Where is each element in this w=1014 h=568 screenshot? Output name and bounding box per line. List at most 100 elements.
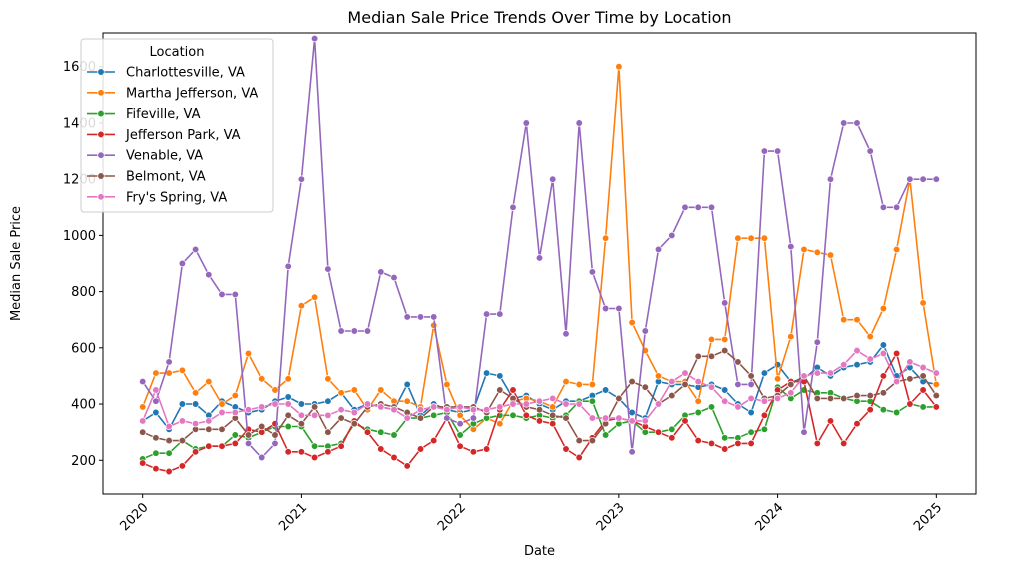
data-point bbox=[297, 400, 306, 408]
legend-marker bbox=[97, 172, 105, 180]
data-point bbox=[363, 400, 372, 408]
data-point bbox=[813, 369, 821, 377]
data-point bbox=[496, 420, 504, 428]
data-point bbox=[919, 175, 927, 183]
data-point bbox=[707, 203, 716, 211]
data-point bbox=[350, 408, 358, 417]
data-point bbox=[707, 383, 716, 391]
data-point bbox=[906, 375, 914, 383]
data-point bbox=[721, 434, 729, 442]
data-point bbox=[231, 439, 239, 448]
data-point bbox=[787, 389, 795, 397]
data-point bbox=[218, 290, 226, 299]
data-point bbox=[284, 422, 292, 431]
y-axis-title: Median Sale Price bbox=[9, 206, 24, 321]
data-point bbox=[310, 293, 319, 301]
data-point bbox=[178, 259, 187, 268]
data-point bbox=[324, 411, 332, 419]
data-point bbox=[403, 397, 411, 405]
data-point bbox=[165, 422, 173, 431]
data-point bbox=[443, 380, 451, 389]
data-point bbox=[403, 414, 411, 422]
data-point bbox=[866, 355, 874, 363]
data-point bbox=[562, 377, 570, 386]
data-point bbox=[244, 406, 253, 414]
data-point bbox=[218, 425, 226, 433]
data-point bbox=[601, 234, 610, 242]
data-point bbox=[932, 380, 940, 389]
data-point bbox=[178, 417, 187, 425]
data-point bbox=[694, 352, 702, 360]
y-tick-label: 800 bbox=[71, 285, 96, 300]
data-point bbox=[535, 417, 544, 425]
data-point bbox=[139, 403, 147, 411]
data-point bbox=[747, 428, 755, 436]
data-point bbox=[390, 406, 398, 414]
data-point bbox=[681, 417, 689, 425]
data-point bbox=[443, 414, 451, 422]
data-point bbox=[403, 462, 411, 470]
data-point bbox=[430, 313, 438, 321]
data-point bbox=[337, 327, 345, 335]
y-tick-label: 200 bbox=[71, 454, 96, 469]
data-point bbox=[879, 389, 888, 397]
data-point bbox=[482, 445, 491, 453]
data-point bbox=[337, 389, 345, 397]
legend-marker bbox=[97, 193, 105, 201]
data-point bbox=[707, 352, 716, 360]
data-point bbox=[760, 369, 769, 377]
data-point bbox=[469, 448, 478, 456]
data-point bbox=[205, 425, 213, 433]
y-tick-label: 400 bbox=[71, 398, 96, 413]
data-point bbox=[654, 428, 663, 436]
data-point bbox=[787, 332, 795, 341]
data-point bbox=[469, 414, 478, 422]
legend-label: Fifeville, VA bbox=[126, 107, 201, 122]
data-point bbox=[760, 147, 769, 155]
data-point bbox=[575, 119, 583, 127]
data-point bbox=[628, 377, 636, 386]
data-point bbox=[588, 414, 597, 422]
data-point bbox=[205, 417, 213, 425]
plot-series-group bbox=[139, 34, 940, 476]
data-point bbox=[165, 467, 173, 476]
data-point bbox=[244, 439, 253, 448]
legend-label: Martha Jefferson, VA bbox=[126, 86, 258, 101]
data-point bbox=[482, 406, 491, 414]
data-point bbox=[390, 453, 398, 462]
data-point bbox=[363, 428, 372, 436]
data-point bbox=[350, 386, 358, 394]
data-point bbox=[496, 310, 504, 318]
data-point bbox=[641, 383, 649, 391]
data-point bbox=[773, 375, 782, 383]
data-point bbox=[840, 361, 848, 369]
data-point bbox=[258, 403, 266, 411]
data-point bbox=[892, 408, 901, 417]
data-point bbox=[430, 403, 438, 411]
data-point bbox=[813, 248, 821, 256]
data-point bbox=[919, 403, 927, 411]
data-point bbox=[337, 442, 345, 450]
data-point bbox=[416, 406, 425, 414]
data-point bbox=[879, 341, 888, 349]
data-point bbox=[337, 414, 345, 422]
data-point bbox=[826, 394, 835, 403]
data-point bbox=[205, 271, 213, 279]
data-point bbox=[350, 327, 358, 335]
data-point bbox=[377, 445, 385, 453]
y-tick-label: 600 bbox=[71, 341, 96, 356]
data-point bbox=[324, 448, 332, 456]
data-point bbox=[403, 380, 411, 389]
data-point bbox=[919, 299, 927, 307]
data-point bbox=[430, 436, 438, 445]
data-point bbox=[840, 119, 848, 127]
series-group bbox=[139, 346, 940, 431]
data-point bbox=[840, 316, 848, 324]
data-point bbox=[416, 313, 425, 321]
data-point bbox=[324, 265, 332, 273]
data-point bbox=[906, 358, 914, 366]
legend-marker bbox=[97, 109, 105, 118]
data-point bbox=[906, 175, 914, 183]
data-point bbox=[522, 411, 530, 419]
data-point bbox=[615, 394, 623, 403]
